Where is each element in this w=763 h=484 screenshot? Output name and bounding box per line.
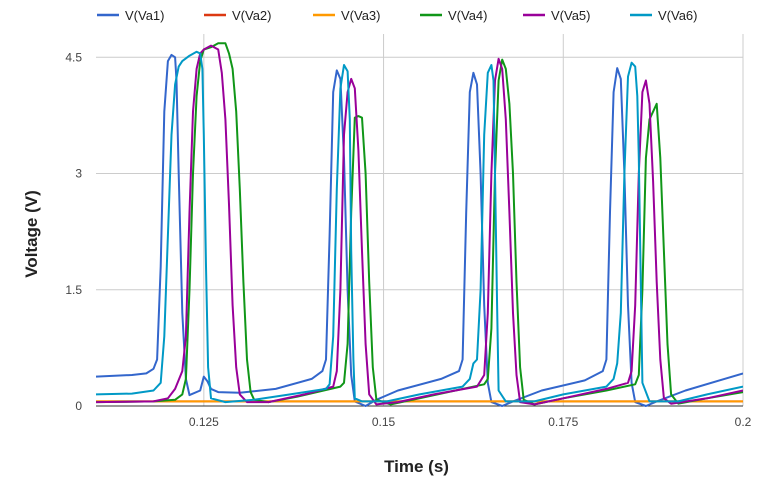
legend-label: V(Va6): [658, 8, 698, 23]
legend-label: V(Va3): [341, 8, 381, 23]
series-line-4: [96, 42, 743, 406]
legend-item-5[interactable]: V(Va5): [523, 8, 591, 23]
legend-item-3[interactable]: V(Va3): [313, 8, 381, 23]
legend-label: V(Va1): [125, 8, 165, 23]
y-tick-label: 0: [75, 399, 82, 413]
x-tick-label: 0.15: [372, 415, 396, 429]
y-axis-ticks: 0 1.5 3 4.5: [65, 50, 82, 413]
legend-item-2[interactable]: V(Va2): [204, 8, 272, 23]
x-tick-label: 0.175: [548, 415, 578, 429]
y-tick-label: 4.5: [65, 50, 82, 64]
legend-label: V(Va4): [448, 8, 488, 23]
x-axis-ticks: 0.125 0.15 0.175 0.2: [189, 415, 752, 429]
x-axis-title: Time (s): [384, 457, 449, 476]
legend-label: V(Va5): [551, 8, 591, 23]
legend-item-6[interactable]: V(Va6): [630, 8, 698, 23]
x-tick-label: 0.2: [735, 415, 752, 429]
y-tick-label: 1.5: [65, 283, 82, 297]
series-line-5: [96, 44, 743, 406]
y-tick-label: 3: [75, 167, 82, 181]
series-lines: [96, 42, 743, 407]
legend: V(Va1) V(Va2) V(Va3) V(Va4) V(Va5) V(Va6): [97, 8, 698, 23]
legend-item-4[interactable]: V(Va4): [420, 8, 488, 23]
legend-label: V(Va2): [232, 8, 272, 23]
legend-item-1[interactable]: V(Va1): [97, 8, 165, 23]
x-tick-label: 0.125: [189, 415, 219, 429]
y-axis-title: Voltage (V): [22, 190, 41, 278]
plot-area: [96, 34, 743, 406]
series-line-6: [96, 50, 743, 404]
